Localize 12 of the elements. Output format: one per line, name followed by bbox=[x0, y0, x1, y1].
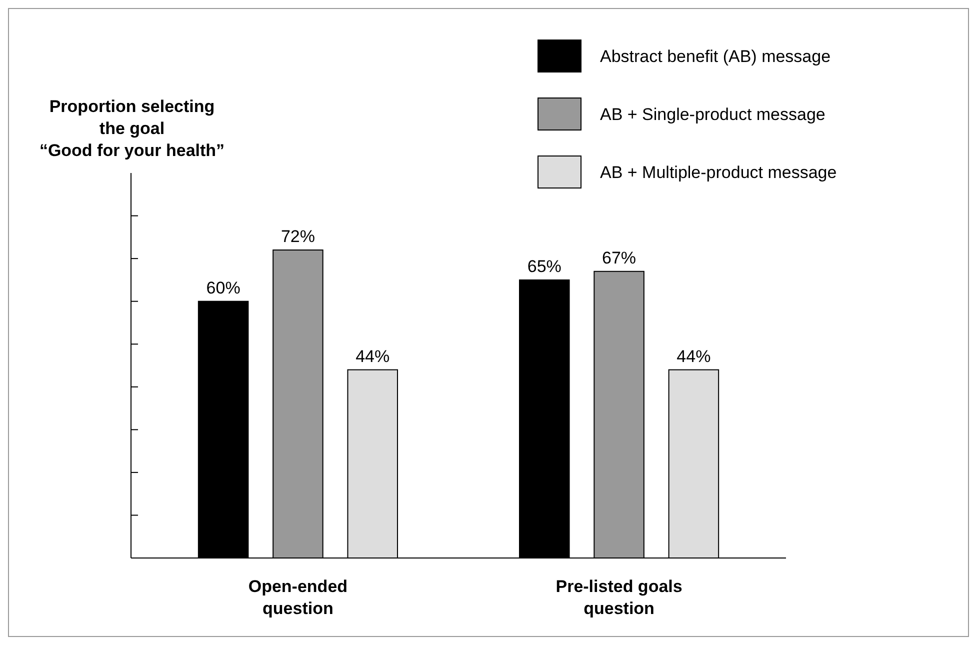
x-tick-label: Open-ended question bbox=[248, 577, 348, 618]
x-tick-label: Pre-listed goals question bbox=[556, 577, 682, 618]
data-label: 67% bbox=[602, 248, 636, 268]
data-label: 44% bbox=[676, 346, 711, 366]
legend-label: AB + Multiple-product message bbox=[600, 162, 837, 182]
data-label: 44% bbox=[356, 346, 390, 366]
data-label: 60% bbox=[206, 278, 240, 298]
text: Proportion selecting the goal “Good for your health” bbox=[39, 97, 225, 160]
legend-label: AB + Single-product message bbox=[600, 104, 826, 124]
data-label: 65% bbox=[527, 256, 562, 276]
data-label: 72% bbox=[280, 227, 315, 246]
legend-label: Abstract benefit (AB) message bbox=[600, 46, 831, 66]
